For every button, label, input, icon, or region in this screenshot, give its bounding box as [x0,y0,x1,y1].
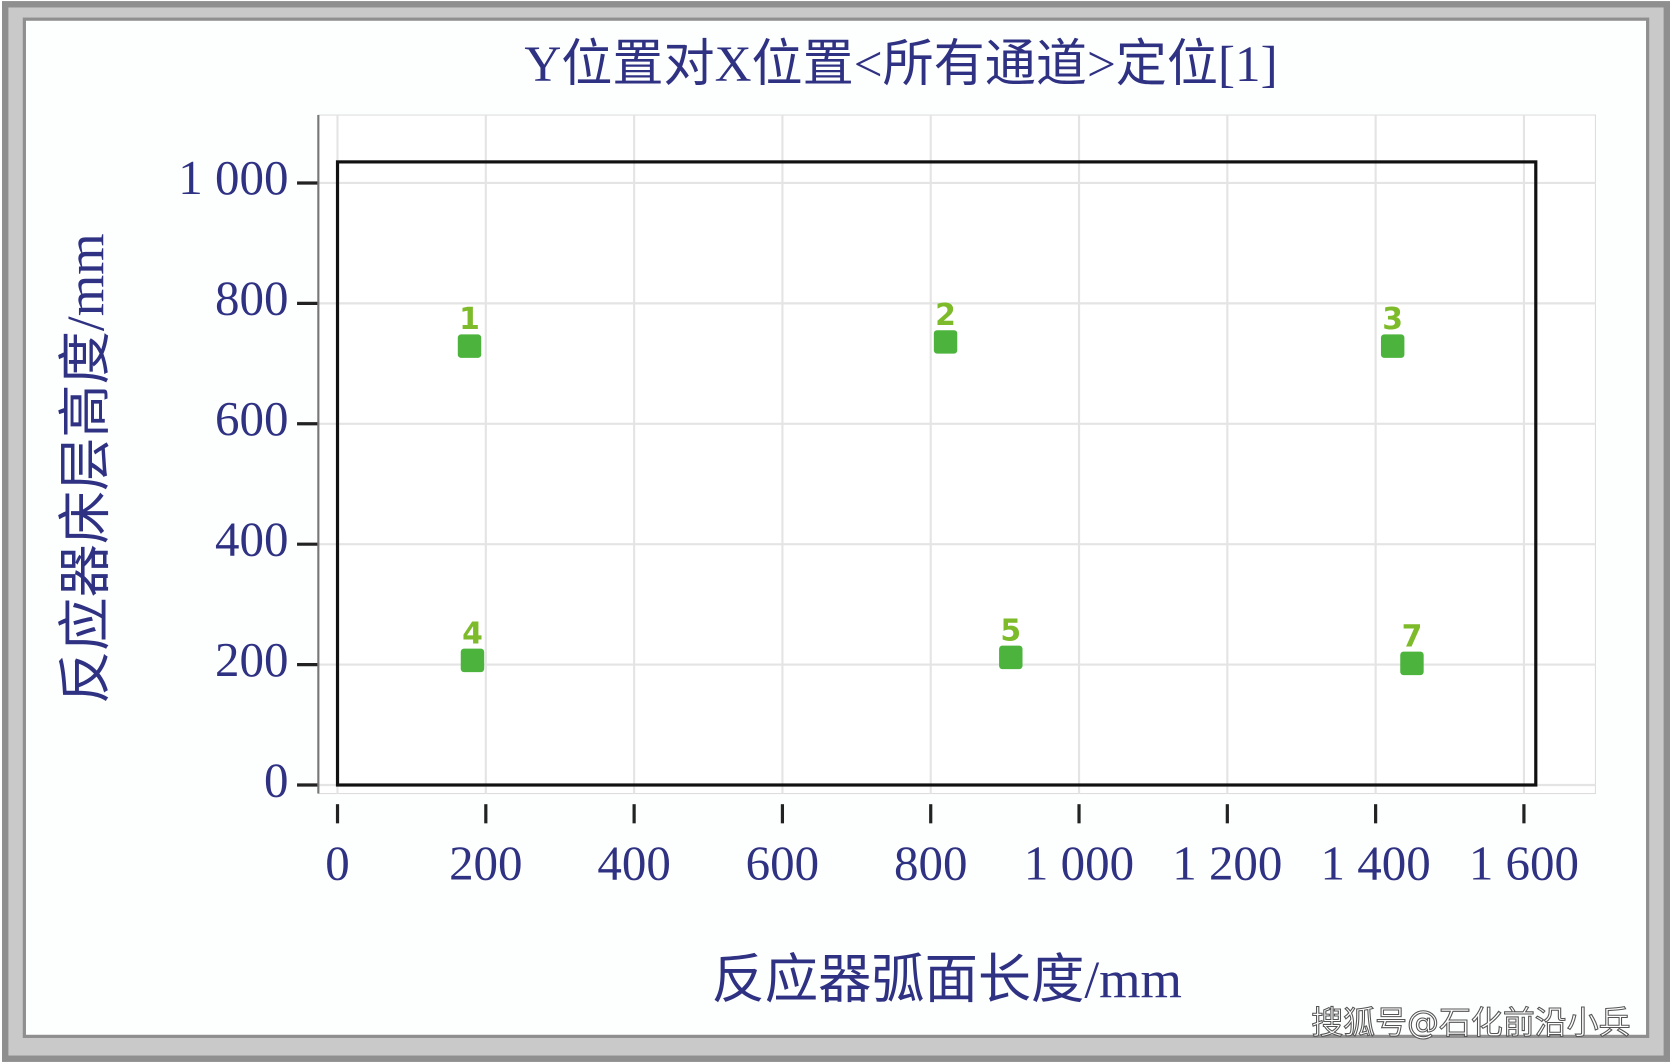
point [1380,334,1405,358]
y-axis-label: 反应器床层高度/mm [57,233,116,703]
y-tick-label: 400 [215,511,288,566]
x-axis-label: 反应器弧面长度/mm [712,950,1182,1009]
point [457,334,482,358]
chart-title: Y位置对X位置<所有通道>定位[1] [524,36,1277,93]
x-tick-label: 1 200 [1172,835,1282,890]
point-label: 2 [935,298,956,333]
point [460,648,485,673]
point [933,330,958,354]
y-tick-label: 1 000 [178,150,288,205]
x-tick-label: 800 [894,835,967,890]
point-label: 7 [1402,619,1423,654]
y-tick-label: 600 [215,391,288,446]
y-tick-label: 0 [264,752,289,807]
x-tick-label: 1 600 [1469,835,1579,890]
grid-area [317,114,1596,795]
point-label: 5 [1000,613,1021,648]
x-tick-label: 1 400 [1321,835,1431,890]
x-tick-label: 1 000 [1024,835,1134,890]
point [1400,651,1424,676]
point-label: 4 [462,616,483,651]
point-label: 1 [459,302,480,337]
point [999,645,1023,670]
y-tick-label: 200 [215,632,288,687]
y-tick-label: 800 [215,271,288,326]
plot-frame [335,160,1538,787]
x-tick-label: 600 [746,835,819,890]
x-tick-label: 0 [325,835,350,890]
x-tick-label: 200 [449,835,522,890]
watermark: 搜狐号@石化前沿小兵 [1311,1004,1630,1042]
x-tick-label: 400 [597,835,670,890]
point-label: 3 [1382,302,1403,337]
